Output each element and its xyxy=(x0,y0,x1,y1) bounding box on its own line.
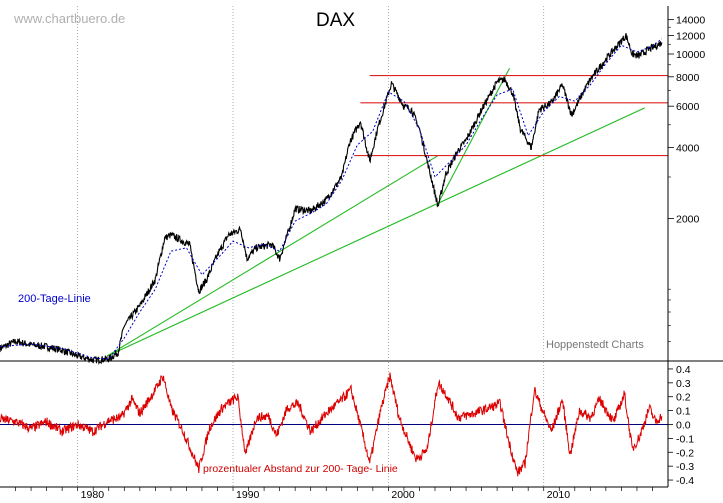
lower-ytick-0.4: 0.4 xyxy=(676,364,691,376)
oscillator-label: prozentualer Abstand zur 200- Tage- Lini… xyxy=(203,463,398,475)
dax-price-line xyxy=(0,32,663,366)
upper-y-tick-labels: 2000 4000 6000 8000 10000 12000 14000 xyxy=(668,15,705,342)
upper-series xyxy=(0,32,663,366)
oscillator-line xyxy=(0,372,663,477)
x-tick-2010: 2010 xyxy=(547,489,571,501)
lower-y-tick-labels: -0.4 -0.3 -0.2 -0.10.0 0.1 0.2 0.3 0.4 xyxy=(668,364,694,487)
upper-ytick-8000: 8000 xyxy=(676,72,700,84)
upper-ytick-6000: 6000 xyxy=(676,101,700,113)
upper-ytick-12000: 12000 xyxy=(676,30,705,42)
moving-average-label: 200-Tage-Linie xyxy=(18,293,91,305)
lower-ytick--0.3: -0.3 xyxy=(676,461,694,473)
x-tick-1990: 1990 xyxy=(236,489,260,501)
upper-ytick-14000: 14000 xyxy=(676,15,705,27)
green-trendline-3 xyxy=(436,67,511,207)
watermark-text: www.chartbuero.de xyxy=(13,11,125,26)
lower-ytick-0.3: 0.3 xyxy=(676,378,691,390)
upper-ytick-4000: 4000 xyxy=(676,143,700,155)
chart-frame xyxy=(0,6,723,488)
x-tick-labels: 1980 1990 2000 2010 xyxy=(15,487,653,501)
lower-ytick--0.4: -0.4 xyxy=(676,475,694,487)
green-trendline-2 xyxy=(106,107,645,357)
lower-ytick-0.1: 0.1 xyxy=(676,406,691,418)
lower-ytick-0: 0.0 xyxy=(676,420,691,432)
x-tick-2000: 2000 xyxy=(391,489,415,501)
upper-ytick-10000: 10000 xyxy=(676,49,705,61)
moving-average-line xyxy=(0,38,663,360)
lower-ytick--0.2: -0.2 xyxy=(676,447,694,459)
lower-series xyxy=(0,372,663,477)
x-tick-1980: 1980 xyxy=(81,489,105,501)
upper-ytick-2000: 2000 xyxy=(676,213,700,225)
green-trendline-1 xyxy=(106,155,439,357)
lower-ytick-0.2: 0.2 xyxy=(676,392,691,404)
source-label: Hoppenstedt Charts xyxy=(546,339,644,351)
chart-title: DAX xyxy=(316,10,355,31)
lower-gridlines xyxy=(0,362,668,487)
upper-gridlines xyxy=(77,6,545,360)
trendlines xyxy=(106,67,668,357)
lower-ytick--0.1: -0.1 xyxy=(676,433,694,445)
